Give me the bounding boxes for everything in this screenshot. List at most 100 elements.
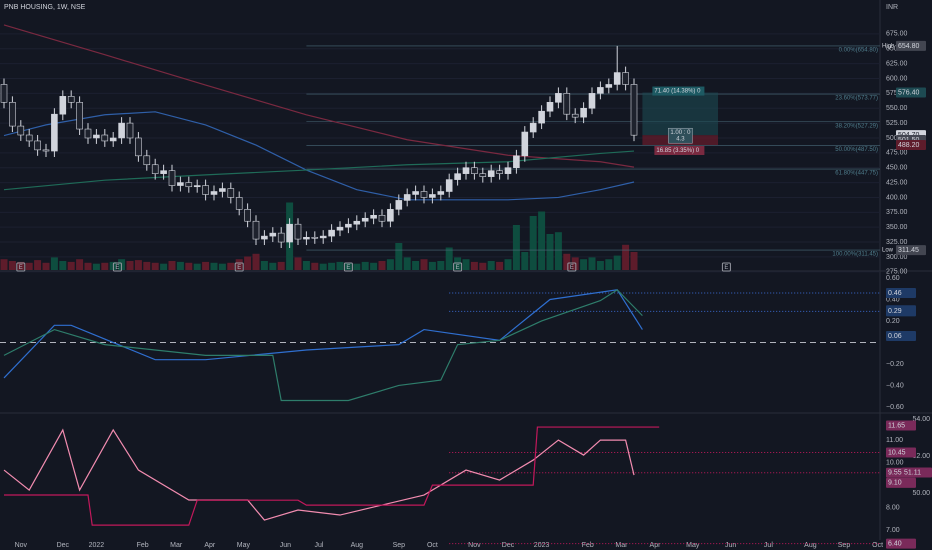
x-tick-label: Jun: [725, 542, 736, 549]
x-tick-label: Oct: [872, 542, 883, 549]
volume-bar: [134, 260, 142, 270]
volume-bar: [504, 259, 512, 270]
x-tick-label: Nov: [15, 542, 28, 549]
volume-bar: [193, 263, 201, 270]
candle-body: [151, 164, 159, 174]
candle-body: [345, 223, 352, 228]
candle-body: [34, 140, 41, 151]
candle-body: [462, 167, 470, 174]
candle-body: [135, 137, 142, 157]
volume-bar: [571, 257, 579, 270]
price-tag-name: High: [882, 43, 894, 49]
candle-body: [370, 214, 377, 219]
volume-bar: [412, 261, 420, 270]
volume-bar: [176, 261, 184, 270]
price-tag-label: 0.06: [888, 333, 902, 340]
candle-body: [193, 185, 201, 188]
volume-bar: [395, 243, 403, 270]
y-tick-label: 425.00: [886, 179, 908, 186]
price-tag-label: 11.65: [888, 422, 905, 429]
price-tag: [896, 40, 926, 51]
price-tag-label: 9.55: [888, 470, 902, 477]
volume-bar: [361, 261, 369, 270]
y-tick-label: 0.20: [886, 318, 900, 325]
volume-bar: [344, 262, 352, 270]
candle-body: [521, 131, 529, 157]
volume-bar: [588, 257, 596, 270]
price-tag-label: 0.46: [888, 290, 902, 297]
fib-label: 61.80%(447.75): [835, 171, 878, 177]
volume-bar: [210, 262, 218, 270]
earnings-label: E: [724, 265, 728, 271]
volume-bar: [160, 263, 168, 270]
fib-label: 23.60%(573.77): [835, 96, 878, 102]
earnings-marker: [721, 262, 731, 272]
earnings-label: E: [456, 265, 460, 271]
candle-body: [580, 107, 587, 118]
volume-bar: [437, 261, 445, 270]
candle-body: [210, 191, 218, 195]
fib-label: 0.00%(654.80): [839, 47, 878, 53]
indicator-line: [3, 289, 643, 379]
stop-label: 16.85 (3.35%) 0: [656, 148, 699, 154]
earnings-label: E: [19, 265, 23, 271]
candle-body: [219, 188, 226, 192]
candle-body: [185, 182, 193, 188]
volume-bar: [311, 262, 319, 270]
volume-bar: [622, 244, 630, 270]
candle-body: [504, 167, 512, 174]
x-tick-label: Feb: [137, 542, 149, 549]
candle-body: [51, 113, 58, 152]
candle-body: [319, 235, 327, 239]
candle-body: [126, 122, 134, 139]
label-box: [668, 127, 693, 144]
candle-body: [613, 72, 621, 85]
candle-body: [387, 209, 394, 222]
chart-title: PNB HOUSING, 1W, NSE: [4, 4, 86, 11]
volume-bar: [538, 211, 546, 270]
candle-body: [93, 134, 100, 139]
ratio-label: 1.00 : 0: [670, 130, 691, 136]
candle-body: [412, 191, 419, 195]
candle-body: [25, 134, 33, 142]
y-tick-label: 525.00: [886, 120, 908, 127]
indicator-line: [3, 289, 643, 402]
candle-body: [445, 179, 453, 192]
candle-body: [378, 214, 386, 222]
volume-bar: [67, 261, 75, 270]
candle-body: [244, 209, 251, 222]
candle-body: [513, 155, 520, 169]
earnings-marker: [234, 262, 244, 272]
earnings-label: E: [346, 265, 350, 271]
volume-bar: [479, 262, 487, 270]
volume-bar: [521, 252, 529, 270]
y-tick-label: 8.00: [886, 504, 900, 511]
volume-bar: [302, 261, 310, 270]
candle-body: [286, 223, 293, 243]
x-tick-label: Nov: [468, 542, 481, 549]
candle-body: [294, 223, 302, 240]
x-tick-label: Jul: [764, 542, 773, 549]
volume-bar: [0, 259, 8, 270]
price-tag: [896, 87, 926, 98]
y2-tick-label: 50.00: [912, 490, 930, 497]
currency: INR: [886, 4, 898, 11]
x-tick-label: May: [237, 542, 251, 549]
price-tag-name: Low: [882, 248, 894, 254]
candle-body: [454, 173, 461, 180]
price-tag: [886, 331, 916, 342]
volume-bar: [92, 263, 100, 270]
x-tick-label: Feb: [582, 542, 594, 549]
candle-body: [84, 128, 92, 139]
volume-bar: [445, 247, 453, 270]
volume-bar: [605, 259, 613, 270]
candle-body: [227, 188, 235, 198]
volume-bar: [580, 259, 588, 270]
volume-bar: [546, 234, 554, 270]
volume-bar: [319, 263, 327, 270]
volume-bar: [42, 262, 50, 270]
label-box: [652, 86, 705, 96]
price-tag: [886, 477, 916, 488]
candle-body: [336, 226, 344, 231]
